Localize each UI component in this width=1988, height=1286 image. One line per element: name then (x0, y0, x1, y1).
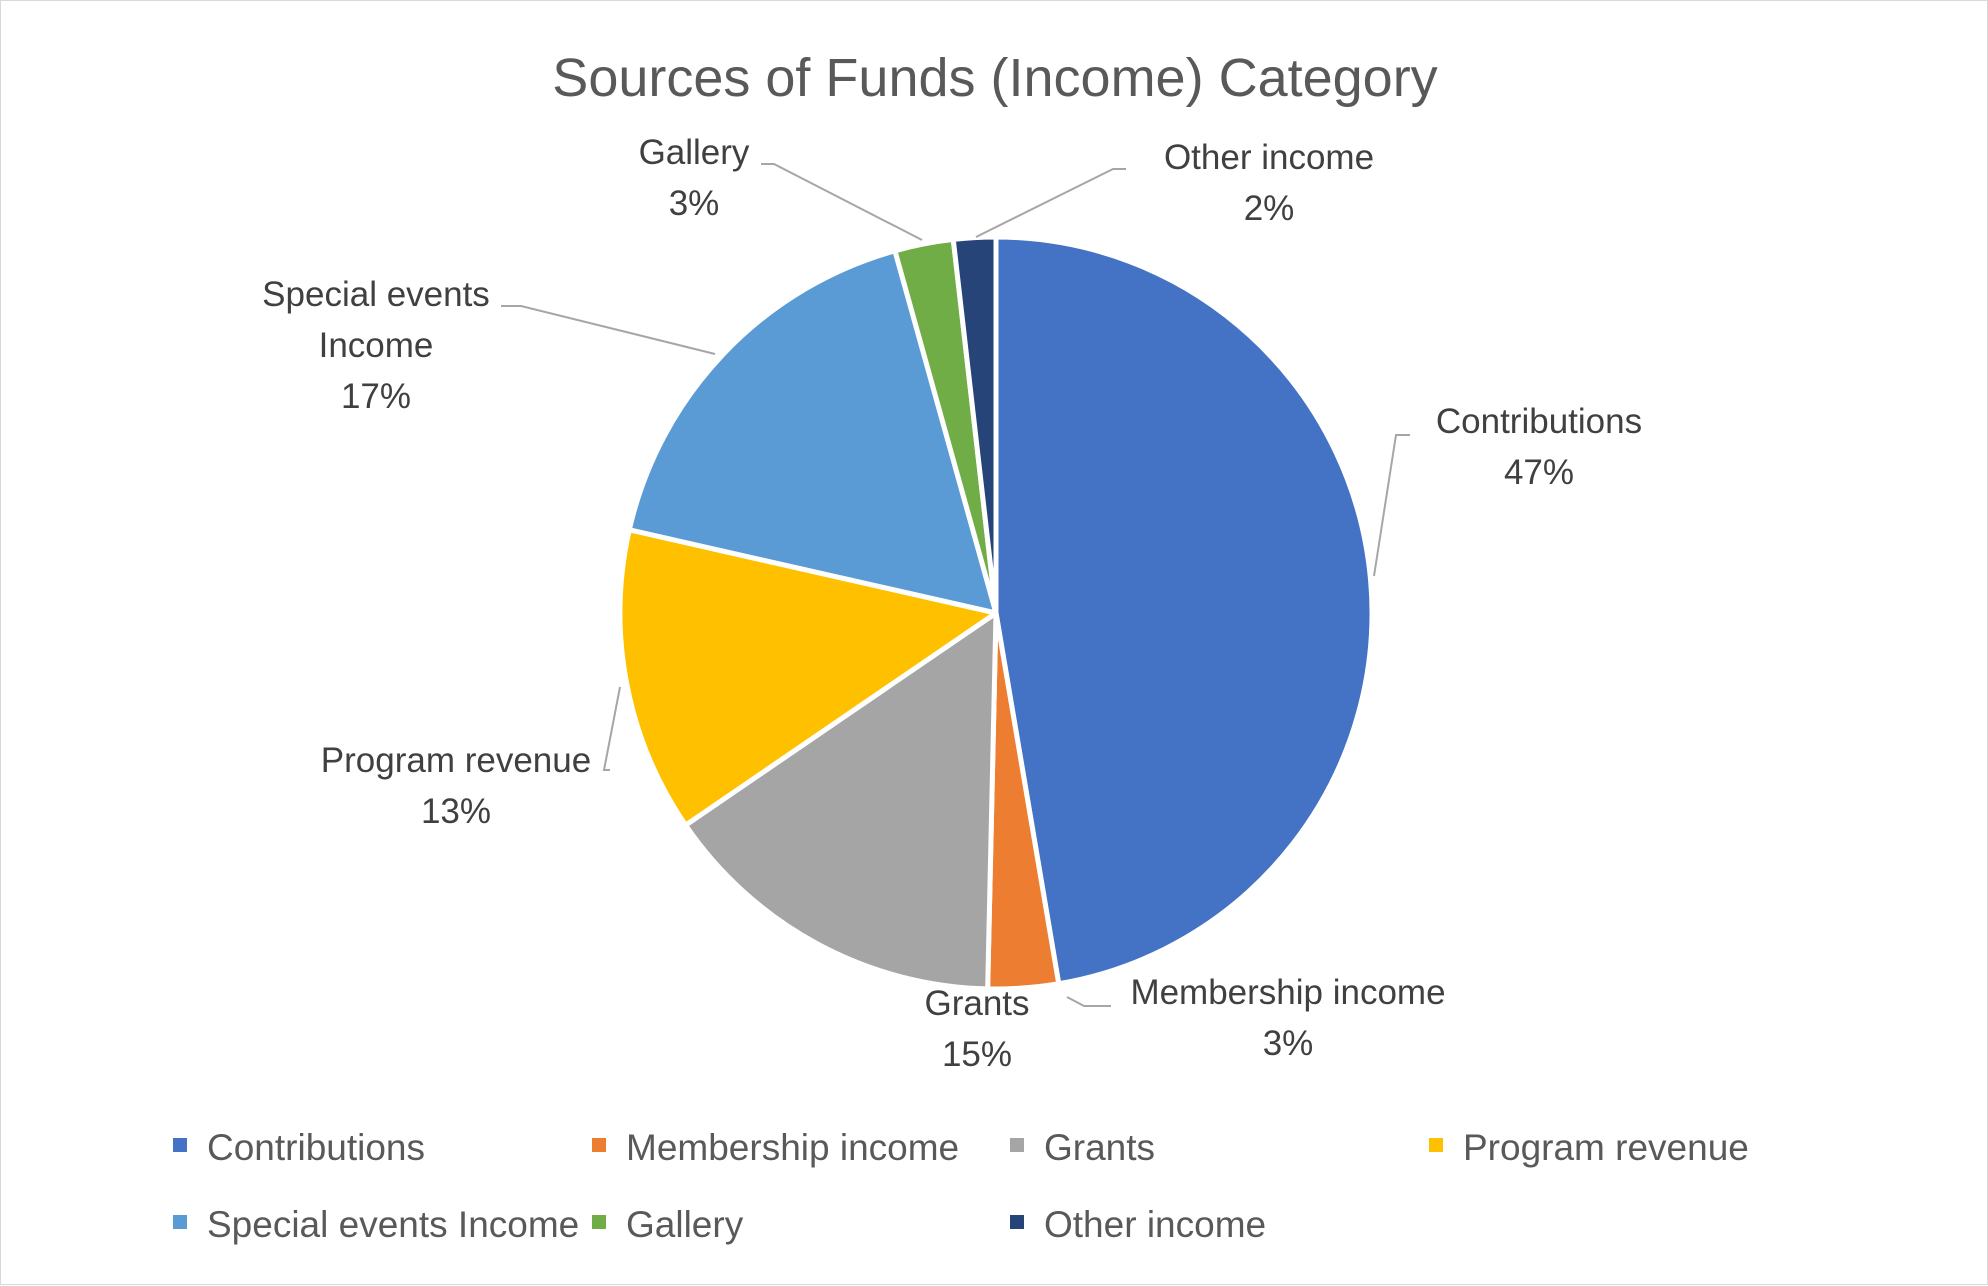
chart-title: Sources of Funds (Income) Category (552, 48, 1437, 108)
pie-slice-contributions (993, 234, 1375, 987)
leader-line-contributions (1373, 434, 1410, 577)
leader-line-special-events-income (501, 305, 716, 355)
leader-line-program-revenue (602, 686, 621, 771)
legend-swatch-grants (1010, 1138, 1024, 1152)
legend-item-other-income: Other income (1010, 1204, 1266, 1245)
legend-swatch-membership-income (592, 1138, 606, 1152)
leader-line-membership-income (1066, 996, 1111, 1007)
legend-item-contributions: Contributions (173, 1127, 425, 1168)
data-label-program-revenue: Program revenue 13% (321, 741, 591, 831)
data-label-other-income: Other income 2% (1164, 138, 1374, 228)
legend-item-gallery: Gallery (592, 1204, 744, 1245)
leader-line-gallery (761, 163, 923, 241)
legend-label-gallery: Gallery (626, 1204, 744, 1245)
legend-label-grants: Grants (1044, 1127, 1155, 1168)
leader-line-other-income (975, 168, 1126, 238)
legend-swatch-contributions (173, 1138, 187, 1152)
data-label-grants: Grants 15% (924, 984, 1029, 1074)
pie-slice-special-events-income (626, 248, 999, 616)
legend-swatch-gallery (592, 1215, 606, 1229)
data-label-contributions: Contributions 47% (1436, 402, 1642, 492)
pie-slice-grants (683, 610, 999, 992)
legend-item-program-revenue: Program revenue (1429, 1127, 1749, 1168)
legend-label-other-income: Other income (1044, 1204, 1266, 1245)
pie-slice-other-income (950, 234, 999, 616)
legend-swatch-program-revenue (1429, 1138, 1443, 1152)
data-label-membership-income: Membership income 3% (1130, 973, 1445, 1063)
legend-swatch-other-income (1010, 1215, 1024, 1229)
legend-swatch-special-events-income (173, 1215, 187, 1229)
legend-label-program-revenue: Program revenue (1463, 1127, 1749, 1168)
legend: Contributions Membership income Grants Prog… (173, 1127, 1749, 1245)
legend-label-special-events-income: Special events Income (207, 1204, 579, 1245)
data-label-gallery: Gallery 3% (639, 133, 750, 223)
legend-item-membership-income: Membership income (592, 1127, 959, 1168)
pie-slices (617, 234, 1375, 992)
legend-item-special-events-income: Special events Income (173, 1204, 579, 1245)
pie-slice-program-revenue (617, 527, 999, 828)
legend-label-membership-income: Membership income (626, 1127, 959, 1168)
leader-lines (501, 163, 1410, 1007)
data-label-special-events-income: Special events Income 17% (262, 275, 490, 416)
data-labels: Contributions 47% Membership income 3% Grant… (262, 133, 1642, 1074)
legend-label-contributions: Contributions (207, 1127, 425, 1168)
legend-item-grants: Grants (1010, 1127, 1155, 1168)
